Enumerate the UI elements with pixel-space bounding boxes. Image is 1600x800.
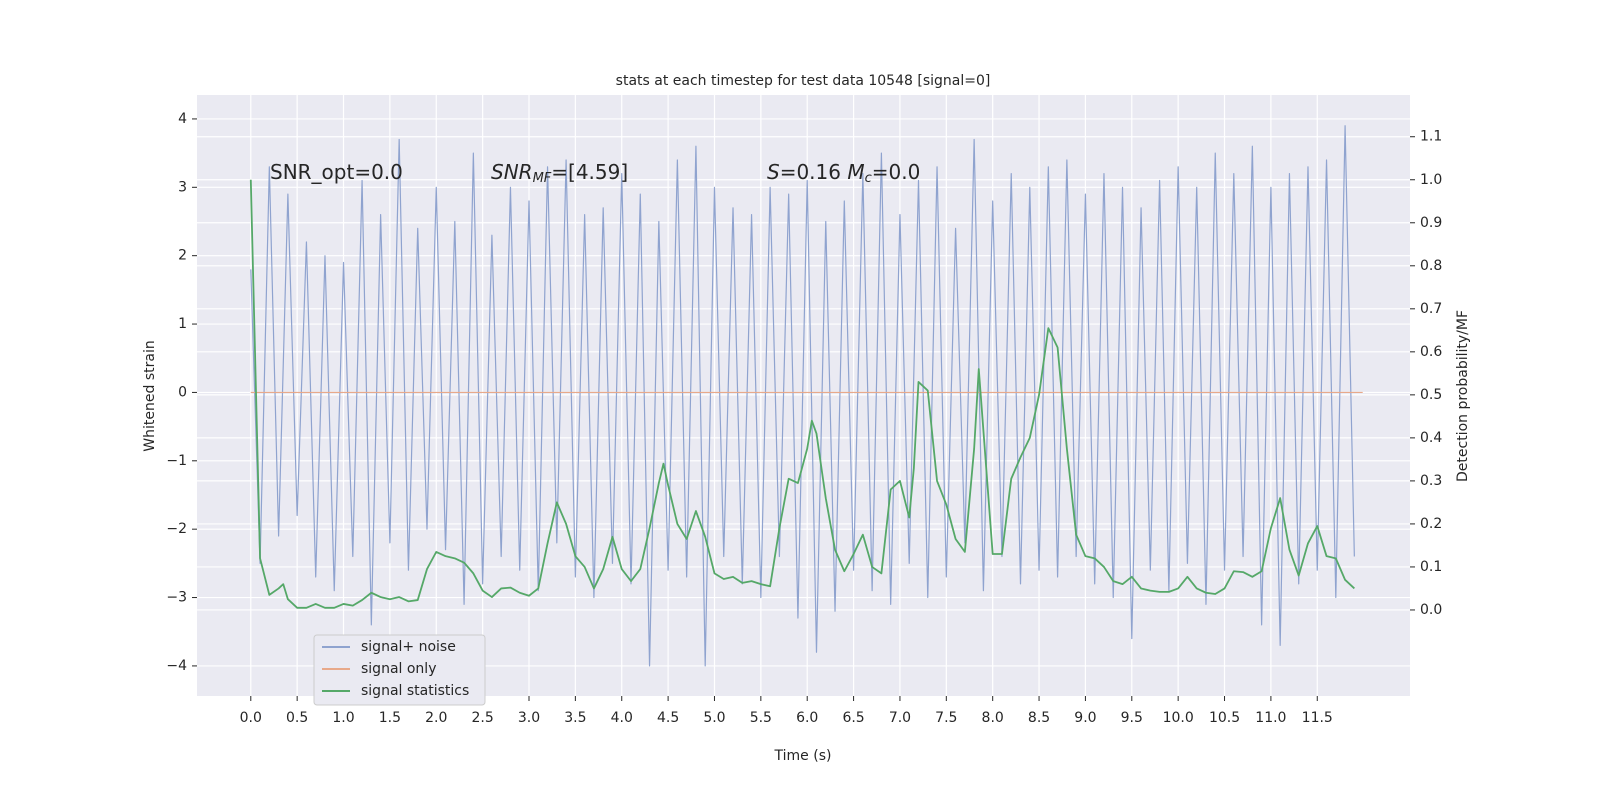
- annotation-part: =[4.59]: [551, 160, 628, 184]
- y-tick-label: 2: [178, 248, 187, 264]
- y2-tick-label: 0.6: [1420, 344, 1442, 360]
- y2-tick-label: 1.1: [1420, 129, 1442, 145]
- x-tick-label: 2.5: [471, 710, 493, 726]
- y-tick-label: 3: [178, 179, 187, 195]
- x-tick-label: 9.0: [1074, 710, 1096, 726]
- x-tick-label: 4.0: [611, 710, 633, 726]
- y2-tick-label: 0.3: [1420, 473, 1442, 489]
- annotation-part: M: [847, 160, 864, 184]
- x-tick-label: 0.0: [240, 710, 262, 726]
- x-tick-label: 1.0: [332, 710, 354, 726]
- y-tick-label: −4: [166, 658, 187, 674]
- y-tick-label: 4: [178, 111, 187, 127]
- x-tick-label: 7.0: [889, 710, 911, 726]
- x-tick-label: 8.5: [1028, 710, 1050, 726]
- series-line: [250, 125, 1355, 667]
- y2-tick-label: 1.0: [1420, 172, 1442, 188]
- x-tick-label: 6.5: [842, 710, 864, 726]
- y2-axis-label: Detection probability/MF: [1455, 310, 1471, 482]
- x-tick-label: 8.0: [982, 710, 1004, 726]
- annotation-part: MF: [533, 171, 552, 186]
- legend-label: signal only: [361, 661, 436, 677]
- y2-tick-label: 0.2: [1420, 516, 1442, 532]
- x-tick-label: 11.5: [1302, 710, 1333, 726]
- y-tick-label: −2: [166, 521, 187, 537]
- x-tick-label: 0.5: [286, 710, 308, 726]
- y2-tick-label: 0.0: [1420, 602, 1442, 618]
- x-tick-label: 1.5: [379, 710, 401, 726]
- y-tick-label: −3: [166, 590, 187, 606]
- x-axis-label: Time (s): [774, 748, 832, 764]
- x-tick-label: 6.0: [796, 710, 818, 726]
- y2-tick-label: 0.7: [1420, 301, 1442, 317]
- annotation: S=0.16 Mc=0.0: [767, 160, 920, 186]
- x-tick-label: 3.5: [564, 710, 586, 726]
- chart-title: stats at each timestep for test data 105…: [616, 73, 991, 89]
- y2-tick-label: 0.8: [1420, 258, 1442, 274]
- annotation: SNRMF=[4.59]: [491, 160, 628, 186]
- annotation: SNR_opt=0.0: [270, 160, 403, 184]
- y-axis-label: Whitened strain: [142, 340, 158, 451]
- y-tick-label: −1: [166, 453, 187, 469]
- x-tick-label: 7.5: [935, 710, 957, 726]
- y2-tick-label: 0.5: [1420, 387, 1442, 403]
- series-line: [249, 179, 1355, 609]
- x-tick-label: 10.5: [1209, 710, 1240, 726]
- y-tick-label: 0: [178, 384, 187, 400]
- y-tick-label: 1: [178, 316, 187, 332]
- x-tick-label: 5.0: [703, 710, 725, 726]
- y2-tick-label: 0.4: [1420, 430, 1442, 446]
- x-tick-label: 10.0: [1163, 710, 1194, 726]
- legend-box: [313, 634, 486, 706]
- annotation-part: S: [767, 160, 780, 184]
- annotation-part: =0.16: [780, 160, 848, 184]
- x-tick-label: 11.0: [1255, 710, 1286, 726]
- y2-tick-label: 0.1: [1420, 559, 1442, 575]
- legend-label: signal statistics: [361, 683, 469, 699]
- y2-tick-label: 0.9: [1420, 215, 1442, 231]
- plot-area: [197, 95, 1410, 696]
- x-tick-label: 5.5: [750, 710, 772, 726]
- x-tick-label: 3.0: [518, 710, 540, 726]
- annotation-part: SNR: [491, 160, 533, 184]
- annotation-part: SNR_opt=0.0: [270, 160, 403, 184]
- legend-label: signal+ noise: [361, 639, 456, 655]
- x-tick-label: 4.5: [657, 710, 679, 726]
- annotation-part: =0.0: [872, 160, 921, 184]
- x-tick-label: 2.0: [425, 710, 447, 726]
- x-tick-label: 9.5: [1121, 710, 1143, 726]
- annotation-part: c: [865, 171, 872, 186]
